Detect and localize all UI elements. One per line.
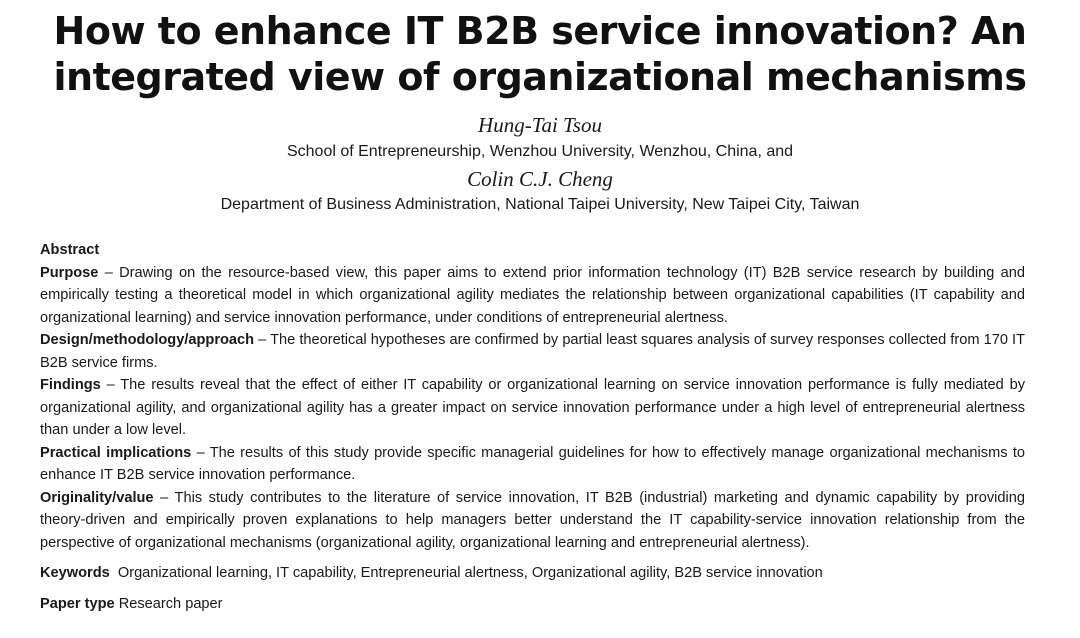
paper-type: Paper type Research paper xyxy=(40,593,1025,616)
author-name: Colin C.J. Cheng xyxy=(467,167,613,191)
author-affiliation: School of Entrepreneurship, Wenzhou Univ… xyxy=(286,143,794,160)
abstract-heading: Abstract xyxy=(40,242,100,258)
section-text: – The results of this study provide spec… xyxy=(40,444,1025,484)
keywords-text: Organizational learning, IT capability, … xyxy=(117,565,823,581)
abstract-section-originality: Originality/value – This study contribut… xyxy=(40,487,1025,555)
author-affiliation: Department of Business Administration, N… xyxy=(220,196,860,213)
keywords-label: Keywords xyxy=(40,565,110,581)
section-label: Design/methodology/approach xyxy=(40,332,255,348)
paper-title: How to enhance IT B2B service innovation… xyxy=(53,9,1027,99)
abstract-section-findings: Findings – The results reveal that the e… xyxy=(40,374,1025,442)
section-text: – Drawing on the resource-based view, th… xyxy=(40,264,1025,326)
section-label: Findings xyxy=(40,377,101,393)
section-text: – The results reveal that the effect of … xyxy=(40,377,1025,438)
section-label: Purpose xyxy=(40,264,99,281)
section-text: – The theoretical hypotheses are confirm… xyxy=(40,332,1025,371)
paper-type-text: Research paper xyxy=(118,595,223,612)
abstract-section-practical: Practical implications – The results of … xyxy=(40,442,1025,487)
section-label: Practical implications xyxy=(40,444,192,461)
abstract-section-purpose: Purpose – Drawing on the resource-based … xyxy=(40,262,1025,330)
section-label: Originality/value xyxy=(40,489,154,506)
abstract: Abstract Purpose – Drawing on the resour… xyxy=(40,239,1025,615)
section-text: – This study contributes to the literatu… xyxy=(40,489,1025,551)
abstract-section-design: Design/methodology/approach – The theore… xyxy=(40,329,1025,374)
keywords: Keywords Organizational learning, IT cap… xyxy=(40,562,1025,585)
paper-type-label: Paper type xyxy=(40,595,115,612)
author-name: Hung-Tai Tsou xyxy=(478,113,602,137)
